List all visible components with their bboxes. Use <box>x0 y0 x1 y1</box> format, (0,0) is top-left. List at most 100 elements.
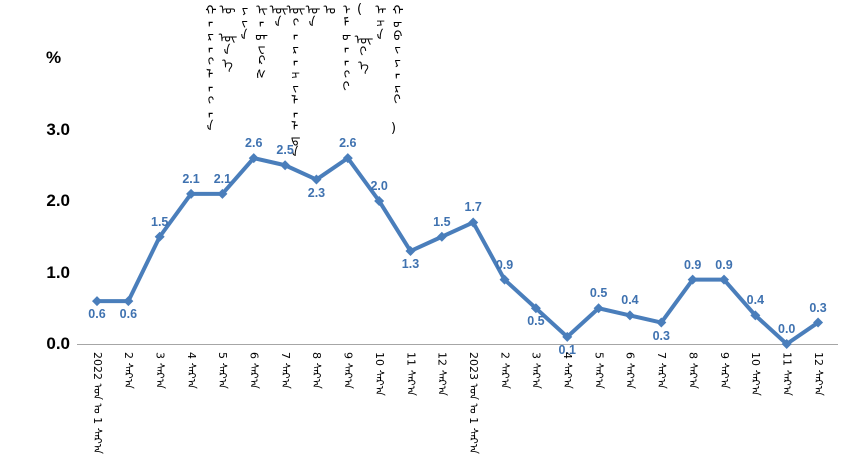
data-point-marker[interactable] <box>781 339 792 349</box>
y-axis-unit-label: % <box>46 48 62 67</box>
x-axis-category-label-text: 7 ᠰᠠᠷ᠎ᠠ <box>655 352 669 389</box>
data-point-marker[interactable] <box>499 274 510 285</box>
data-point-label: 0.9 <box>495 257 514 272</box>
data-point-marker[interactable] <box>280 160 291 171</box>
chart-title-column: ( ᠦᠶ᠎ᠡ <box>352 2 367 71</box>
x-axis-category-label-text: 12 ᠰᠠᠷ᠎ᠠ <box>435 352 449 396</box>
x-axis-category-label: 12 ᠰᠠᠷ᠎ᠠ <box>805 352 831 396</box>
x-axis-category-label-text: 3 ᠰᠠᠷ᠎ᠠ <box>153 352 167 389</box>
x-axis-category-label: 7 ᠰᠠᠷ᠎ᠠ <box>648 352 674 389</box>
data-point-label: 1.5 <box>433 214 451 229</box>
x-axis-category-label-text: 12 ᠰᠠᠷ᠎ᠠ <box>811 352 825 396</box>
chart-title-column: ᠥᠭᠡᠷᠡᠴᠢᠯᠡᠯᠲᠡ <box>284 2 299 158</box>
x-axis-category-label: 11 ᠰᠠᠷ᠎ᠠ <box>398 352 424 396</box>
data-point-marker[interactable] <box>217 188 228 199</box>
data-point-marker[interactable] <box>186 188 197 199</box>
data-point-label: 2.1 <box>213 171 232 186</box>
data-point-label: 0.4 <box>621 293 639 308</box>
data-point-marker[interactable] <box>656 317 667 328</box>
data-point-marker[interactable] <box>436 231 447 242</box>
data-point-label: 0.5 <box>527 314 545 329</box>
chart-title-column: ᠦᠨ <box>267 2 282 28</box>
data-point-label: 0.3 <box>652 328 670 343</box>
data-point-marker[interactable] <box>624 310 635 321</box>
x-axis-category-label: 3 ᠰᠠᠷ᠎ᠠ <box>523 352 549 389</box>
x-axis-category-label-text: 2 ᠰᠠᠷ᠎ᠠ <box>498 352 512 389</box>
x-axis-category-label-text: 8 ᠰᠠᠷ᠎ᠠ <box>310 352 324 389</box>
x-axis-category-label: 7 ᠰᠠᠷ᠎ᠠ <box>272 352 298 389</box>
x-axis-category-label-text: 2022 ᠣᠨ ᠤ 1 ᠰᠠᠷ᠎ᠠ <box>90 352 104 454</box>
data-point-label: 2.0 <box>370 179 388 193</box>
x-axis-category-label: 5 ᠰᠠᠷ᠎ᠠ <box>586 352 612 389</box>
x-axis-category-label: 8 ᠰᠠᠷ᠎ᠠ <box>680 352 706 389</box>
data-point-label: 1.5 <box>150 214 169 229</box>
x-axis-category-label: 10 ᠰᠠᠷ᠎ᠠ <box>742 352 768 396</box>
y-axis-tick-label: 2.0 <box>46 191 70 210</box>
data-point-marker[interactable] <box>562 331 573 342</box>
x-axis-category-label: 9 ᠰᠠᠷ᠎ᠠ <box>711 352 737 389</box>
x-axis-category-label-text: 9 ᠰᠠᠷ᠎ᠠ <box>717 352 731 389</box>
x-axis-category-label: 2022 ᠣᠨ ᠤ 1 ᠰᠠᠷ᠎ᠠ <box>84 352 110 454</box>
x-axis-category-label: 4 ᠰᠠᠷ᠎ᠠ <box>178 352 204 389</box>
data-point-label: 2.6 <box>245 136 263 151</box>
data-point-label: 0.6 <box>88 307 106 322</box>
x-axis-category-label-text: 5 ᠰᠠᠷ᠎ᠠ <box>216 352 230 389</box>
data-point-marker[interactable] <box>92 296 102 307</box>
data-point-label: 2.6 <box>339 136 357 151</box>
x-axis-category-label: 9 ᠰᠠᠷ᠎ᠠ <box>335 352 361 389</box>
data-point-marker[interactable] <box>468 217 479 228</box>
data-point-label: 0.1 <box>558 342 576 357</box>
x-axis-category-label-text: 4 ᠰᠠᠷ᠎ᠠ <box>561 352 575 389</box>
data-point-marker[interactable] <box>248 153 259 164</box>
x-axis-category-label-text: 2023 ᠣᠨ ᠤ 1 ᠰᠠᠷ᠎ᠠ <box>466 352 480 454</box>
data-point-label: 2.1 <box>182 171 200 186</box>
chart-title-column: ᠦ ᠦᠨ᠎ᠡ <box>216 2 231 69</box>
x-axis-category-label: 3 ᠰᠠᠷ᠎ᠠ <box>147 352 173 389</box>
series-line <box>95 156 821 346</box>
x-axis-category-label-text: 11 ᠰᠠᠷ᠎ᠠ <box>780 352 794 396</box>
data-point-label: 0.3 <box>809 300 827 315</box>
data-point-marker[interactable] <box>750 310 761 321</box>
data-point-marker[interactable] <box>311 174 322 185</box>
x-axis-category-label: 10 ᠰᠠᠷ᠎ᠠ <box>366 352 392 396</box>
x-axis-category-label-text: 10 ᠰᠠᠷ᠎ᠠ <box>372 352 386 396</box>
data-point-marker[interactable] <box>813 317 824 328</box>
data-point-marker[interactable] <box>687 274 698 285</box>
data-point-marker[interactable] <box>342 153 353 164</box>
data-point-marker[interactable] <box>719 274 729 285</box>
data-point-label: 0.6 <box>119 307 138 322</box>
y-axis-tick-labels: 0.0 1.0 2.0 3.0 <box>18 0 70 465</box>
data-point-marker[interactable] <box>374 196 385 206</box>
x-axis-category-label-text: 2 ᠰᠠᠷ᠎ᠠ <box>122 352 136 389</box>
chart-title: ᠬᠡᠷᠡᠭᠯᠡᠭᠡᠨ ᠦ ᠦᠨ᠎ᠡ ᠶᠢᠨ ᠢᠨᠳᠧᠺᠰ ᠦᠨ ᠥᠭᠡᠷᠡᠴᠢᠯᠡᠯᠲᠡ ᠣ… <box>199 2 640 158</box>
data-point-label: 2.5 <box>276 143 294 158</box>
chart-title-column: ᠡᠮᠦᠨᠡᠬᠢ <box>335 2 350 93</box>
data-point-label: 1.3 <box>401 257 420 272</box>
data-point-marker[interactable] <box>123 296 134 307</box>
x-axis-category-label-text: 3 ᠰᠠᠷ᠎ᠠ <box>529 352 543 389</box>
x-axis-category-label-text: 6 ᠰᠠᠷ᠎ᠠ <box>623 352 637 389</box>
x-axis-category-label: 2023 ᠣᠨ ᠤ 1 ᠰᠠᠷ᠎ᠠ <box>460 352 486 454</box>
chart-title-column: ᠬᠡᠷᠡᠭᠯᠡᠭᠡᠨ <box>199 2 214 132</box>
chart-title-column: ᠣᠨ <box>301 2 316 28</box>
x-axis-category-label-text: 7 ᠰᠠᠷ᠎ᠠ <box>278 352 292 389</box>
x-axis-category-label: 5 ᠰᠠᠷ᠎ᠠ <box>209 352 235 389</box>
x-axis-category-label-text: 9 ᠰᠠᠷ᠎ᠠ <box>341 352 355 389</box>
x-axis-category-label: 4 ᠰᠠᠷ᠎ᠠ <box>554 352 580 389</box>
x-axis-category-label: 6 ᠰᠠᠷ᠎ᠠ <box>617 352 643 389</box>
chart-title-column: ᠶᠢᠨ <box>233 2 248 41</box>
data-point-marker[interactable] <box>530 303 541 314</box>
data-point-label: 2.3 <box>307 185 326 200</box>
data-point-label: 0.0 <box>777 322 796 336</box>
data-point-marker[interactable] <box>154 231 165 242</box>
x-axis-category-label: 2 ᠰᠠᠷ᠎ᠠ <box>492 352 518 389</box>
x-axis-category-label-text: 6 ᠰᠠᠷ᠎ᠠ <box>247 352 261 389</box>
x-axis-category-label-text: 8 ᠰᠠᠷ᠎ᠠ <box>686 352 700 389</box>
data-point-marker[interactable] <box>405 246 416 257</box>
data-point-marker[interactable] <box>593 303 604 314</box>
x-axis-category-label: 11 ᠰᠠᠷ᠎ᠠ <box>774 352 800 396</box>
chart-title-column: ᠤ <box>318 2 333 15</box>
